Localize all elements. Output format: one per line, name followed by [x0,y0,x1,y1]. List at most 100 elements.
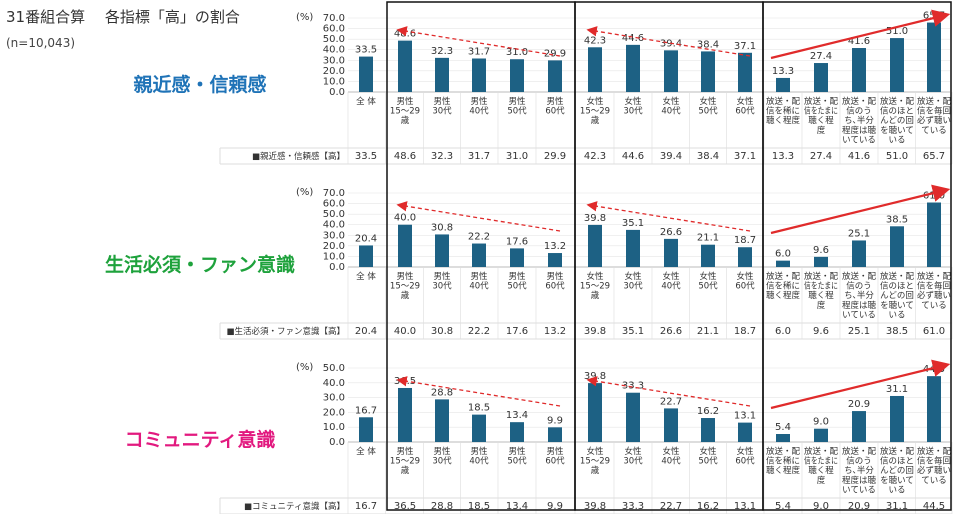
data-label: 39.8 [584,213,606,224]
bar [548,427,562,442]
data-label: 20.9 [848,399,870,410]
category-label: 信を稀に [766,106,800,117]
data-label: 31.1 [886,384,908,395]
category-label: を聴いて [880,125,914,136]
table-value: 13.4 [506,501,528,512]
y-tick-label: 10.0 [323,422,345,433]
y-tick-label: 20.0 [323,241,345,252]
table-value: 13.2 [544,326,566,337]
category-label: 信を稀に [766,281,800,292]
category-label: 歳 [401,115,410,126]
data-label: 13.1 [734,411,756,422]
bar [359,56,373,92]
y-tick-label: 20.0 [323,66,345,77]
table-value: 31.0 [506,151,528,162]
table-value: 44.6 [622,151,644,162]
indicator-label-1: 親近感・信頼感 [133,74,267,96]
category-label: 女性 [699,271,717,282]
trend-arrow-male [396,201,561,232]
table-value: 42.3 [584,151,606,162]
category-label: 放送・配 [842,446,876,457]
bar [435,399,449,442]
category-label: 60代 [545,106,565,117]
category-label: いる [888,485,905,495]
category-label: 放送・配 [804,96,838,107]
table-value: 26.6 [660,326,682,337]
category-label: 女性 [586,96,604,107]
category-label: 必ず聴い [917,290,951,301]
data-label: 17.6 [506,236,528,247]
category-label: 放送・配 [917,96,951,107]
table-value: 18.5 [468,501,490,512]
y-tick-label: 60.0 [323,24,345,35]
category-label: 女性 [662,446,680,457]
category-label: 男性 [396,446,414,457]
bar [738,422,752,442]
category-label: 女性 [699,96,717,107]
bar [548,253,562,267]
category-label: 信のう [846,456,872,467]
category-label: 40代 [661,456,681,467]
table-value: 18.7 [734,326,756,337]
bar [626,392,640,442]
table-value: 27.4 [810,151,832,162]
table-value: 22.2 [468,326,490,337]
category-label: 40代 [661,106,681,117]
data-label: 28.8 [431,387,453,398]
category-label: 男性 [470,446,488,457]
data-label: 16.2 [697,406,719,417]
table-value: 9.6 [813,326,829,337]
data-label: 30.8 [431,222,453,233]
table-value: 28.8 [431,501,453,512]
category-label: 60代 [545,456,565,467]
table-value: 65.7 [923,151,945,162]
bar [814,256,828,267]
category-label: 全 体 [356,446,376,457]
category-label: 程度は聴 [842,300,876,311]
category-label: を聴いて [880,475,914,486]
y-tick-label: 0.0 [329,87,345,98]
category-label: 30代 [623,281,643,292]
category-label: 50代 [507,281,527,292]
category-label: いている [842,485,876,495]
category-label: 信を毎回 [917,456,951,467]
category-label: 放送・配 [804,446,838,457]
bar [927,376,941,442]
y-tick-label: 0.0 [329,437,345,448]
category-label: 歳 [591,465,600,476]
bar [626,44,640,92]
data-label: 42.3 [584,35,606,46]
table-value: 31.7 [468,151,490,162]
table-value: 13.1 [734,501,756,512]
data-label: 21.1 [697,233,719,244]
bar [814,63,828,92]
category-label: 歳 [591,290,600,301]
data-label: 31.7 [468,46,490,57]
data-label: 41.6 [848,36,870,47]
category-label: 男性 [433,271,451,282]
table-value: 48.6 [394,151,416,162]
data-label: 18.5 [468,403,490,414]
category-label: 40代 [469,281,489,292]
category-label: んどの回 [880,291,914,301]
data-label: 16.7 [355,405,377,416]
category-label: 聴く程 [808,115,834,126]
series-legend-label: ■生活必須・ファン意識【高】 [226,326,345,337]
data-label: 38.4 [697,39,719,50]
y-tick-label: 10.0 [323,251,345,262]
data-label: 51.0 [886,26,908,37]
category-label: 聴く程度 [766,465,800,476]
category-label: 50代 [698,281,718,292]
table-value: 31.1 [886,501,908,512]
category-label: 女性 [736,96,754,107]
category-label: ち､半分 [844,115,874,126]
category-label: 必ず聴い [917,465,951,476]
bar [890,38,904,92]
table-value: 22.7 [660,501,682,512]
y-tick-label: 10.0 [323,76,345,87]
category-label: ている [921,476,947,486]
category-label: 放送・配 [917,271,951,282]
table-value: 33.5 [355,151,377,162]
